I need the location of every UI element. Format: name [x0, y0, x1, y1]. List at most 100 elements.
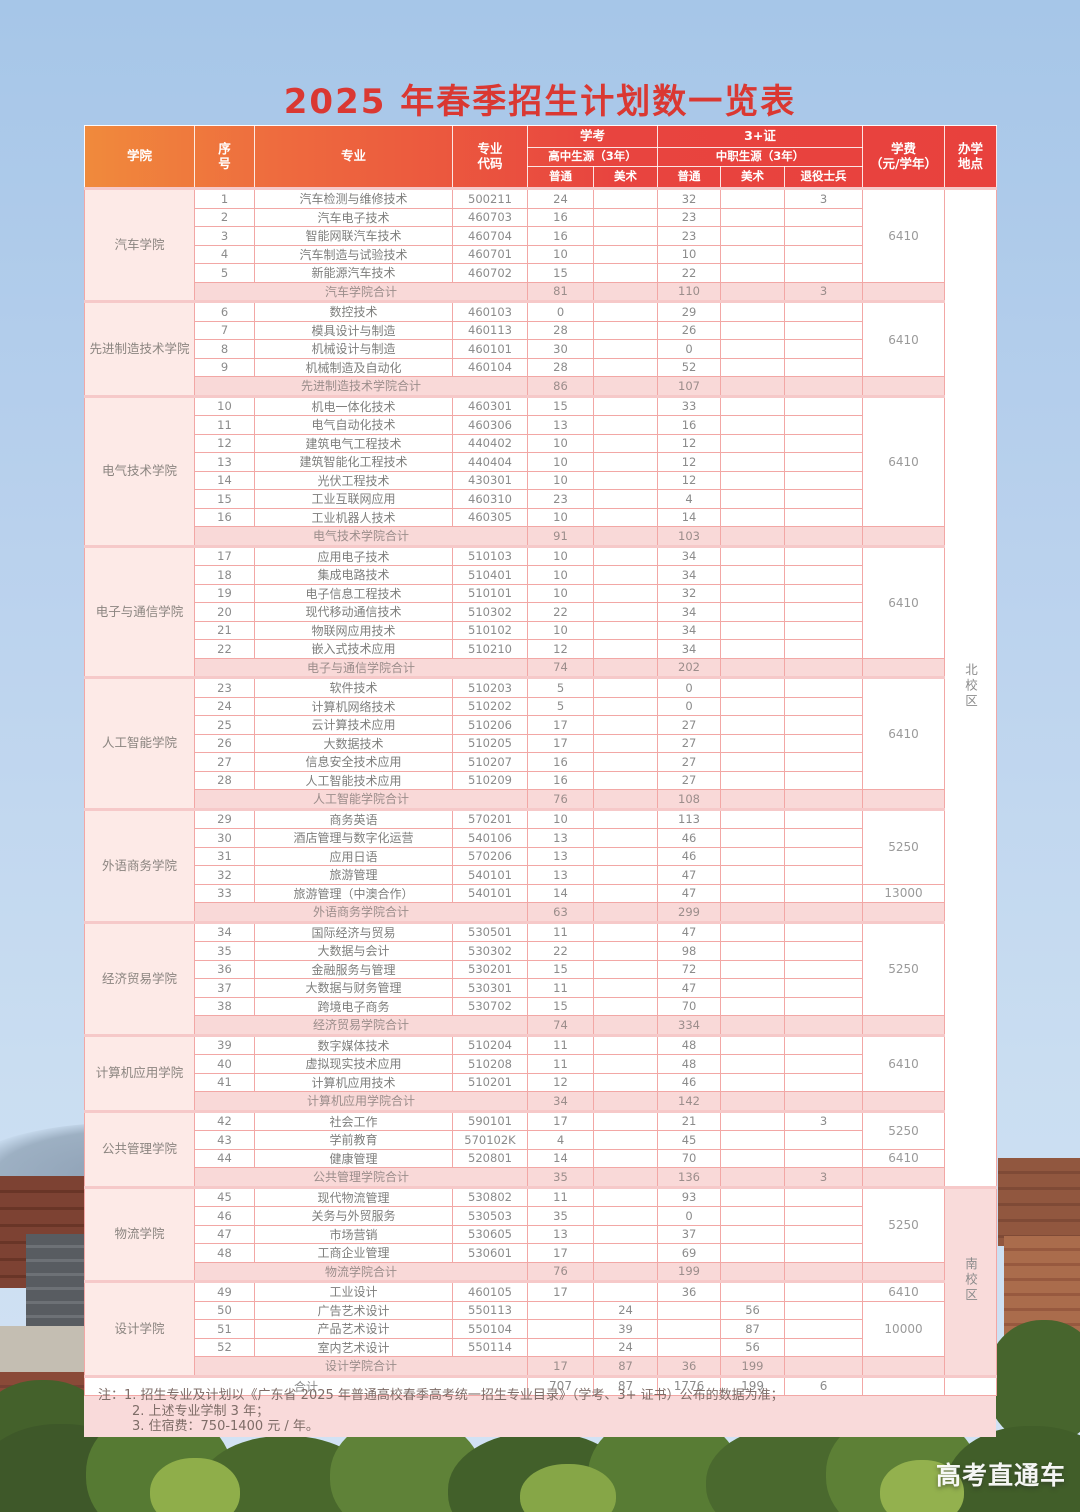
- major-code: 460113: [452, 320, 528, 340]
- tree: [986, 1320, 1080, 1444]
- value-cell: [592, 883, 659, 903]
- value-cell: 15: [527, 996, 594, 1016]
- college-cell: 汽车学院: [84, 187, 195, 302]
- value-cell: [592, 1130, 659, 1150]
- major-name: 旅游管理（中澳合作）: [254, 883, 453, 903]
- plan-table-body: 汽车学院 1 汽车检测与维修技术 500211 24 32 3 6410 北校区 2 汽车电子技术 4…: [84, 187, 998, 1396]
- value-cell: 10: [527, 583, 594, 603]
- major-name: 现代物流管理: [254, 1185, 453, 1207]
- value-cell: [720, 770, 786, 790]
- value-cell: [720, 639, 786, 659]
- value-cell: 10: [657, 244, 722, 264]
- value-cell: [784, 1206, 864, 1226]
- major-code: 510201: [452, 1072, 528, 1092]
- value-cell: [720, 394, 786, 416]
- value-cell: 14: [527, 883, 594, 903]
- major-name: 室内艺术设计: [254, 1337, 453, 1357]
- value-cell: [784, 865, 864, 885]
- major-code: 530201: [452, 959, 528, 979]
- total-label: 外语商务学院合计: [194, 902, 528, 923]
- row-no: 21: [194, 620, 255, 640]
- college-cell: 公共管理学院: [84, 1109, 195, 1188]
- value-cell: 12: [657, 452, 722, 472]
- college-cell: 物流学院: [84, 1185, 195, 1282]
- value-cell: [784, 715, 864, 735]
- total-value: [784, 657, 864, 678]
- table-row: 经济贸易学院 34 国际经济与贸易 530501 11 47 5250: [84, 920, 997, 1036]
- major-name: 计算机网络技术: [254, 696, 453, 716]
- major-code: 570206: [452, 846, 528, 866]
- value-cell: [784, 583, 864, 603]
- building-left-2: [26, 1234, 84, 1330]
- building-left-3: [0, 1326, 86, 1378]
- row-no: 28: [194, 770, 255, 790]
- value-cell: [784, 1337, 864, 1357]
- table-row: 51 产品艺术设计 550104 39 87: [85, 1319, 997, 1339]
- major-name: 人工智能技术应用: [254, 770, 453, 790]
- value-cell: 36: [657, 1280, 722, 1302]
- table-row: 电子与通信学院 17 应用电子技术 510103 10 34 6410: [84, 544, 997, 678]
- value-cell: 17: [527, 1243, 594, 1263]
- table-row: 43 学前教育 570102K 4 45: [85, 1130, 997, 1150]
- table-row: 11 电气自动化技术 460306 13 16: [85, 415, 997, 435]
- value-cell: [784, 226, 864, 246]
- major-name: 广告艺术设计: [254, 1300, 453, 1320]
- value-cell: [720, 807, 786, 829]
- row-no: 40: [194, 1054, 255, 1074]
- table-row: 31 应用日语 570206 13 46: [85, 846, 997, 866]
- table-row: 13 建筑智能化工程技术 440404 10 12: [85, 452, 997, 472]
- value-cell: [592, 226, 659, 246]
- total-value: 76: [527, 1261, 594, 1282]
- college-cell: 外语商务学院: [84, 807, 195, 923]
- value-cell: [784, 807, 864, 829]
- value-cell: [784, 544, 864, 566]
- major-name: 机械设计与制造: [254, 339, 453, 359]
- value-cell: 17: [527, 1280, 594, 1302]
- value-cell: [784, 733, 864, 753]
- value-cell: [720, 620, 786, 640]
- table-row: 52 室内艺术设计 550114 24 56: [85, 1337, 997, 1357]
- college-total-row: 先进制造技术学院合计 86 107: [85, 376, 997, 397]
- plan-table: 学院 序号 专业 专业代码 学考 3+证 学费 （元/学年） 办学 地点 高中生…: [84, 125, 998, 1396]
- value-cell: [592, 433, 659, 453]
- total-value: [720, 1167, 786, 1188]
- value-cell: [784, 1319, 864, 1339]
- major-code: 530601: [452, 1243, 528, 1263]
- value-cell: [527, 1337, 594, 1357]
- table-row: 电气技术学院 10 机电一体化技术 460301 15 33 6410: [84, 394, 997, 547]
- total-value: [784, 1261, 864, 1282]
- major-name: 数字媒体技术: [254, 1033, 453, 1055]
- value-cell: [592, 941, 659, 961]
- row-no: 49: [194, 1280, 255, 1302]
- value-cell: 15: [527, 394, 594, 416]
- row-no: 23: [194, 676, 255, 698]
- major-code: 510203: [452, 676, 528, 698]
- college-cell: 计算机应用学院: [84, 1033, 195, 1112]
- row-no: 18: [194, 565, 255, 585]
- value-cell: [720, 1054, 786, 1074]
- value-cell: [720, 544, 786, 566]
- major-name: 虚拟现实技术应用: [254, 1054, 453, 1074]
- fee-cell: [862, 1167, 946, 1188]
- major-code: 460103: [452, 300, 528, 322]
- value-cell: 52: [657, 357, 722, 377]
- major-name: 应用电子技术: [254, 544, 453, 566]
- value-cell: 29: [657, 300, 722, 322]
- major-code: 510302: [452, 602, 528, 622]
- value-cell: [720, 1185, 786, 1207]
- total-value: 86: [527, 376, 594, 397]
- value-cell: [592, 1033, 659, 1055]
- total-value: 35: [527, 1167, 594, 1188]
- major-code: 460703: [452, 207, 528, 227]
- value-cell: 11: [527, 920, 594, 942]
- value-cell: 22: [657, 263, 722, 283]
- table-header: 学院 序号 专业 专业代码 学考 3+证 学费 （元/学年） 办学 地点 高中生…: [84, 125, 998, 189]
- major-name: 信息安全技术应用: [254, 752, 453, 772]
- major-name: 软件技术: [254, 676, 453, 698]
- value-cell: 12: [527, 639, 594, 659]
- total-label: 汽车学院合计: [194, 281, 528, 302]
- value-cell: [784, 978, 864, 998]
- value-cell: 47: [657, 920, 722, 942]
- total-value: [592, 1091, 659, 1112]
- major-code: 510103: [452, 544, 528, 566]
